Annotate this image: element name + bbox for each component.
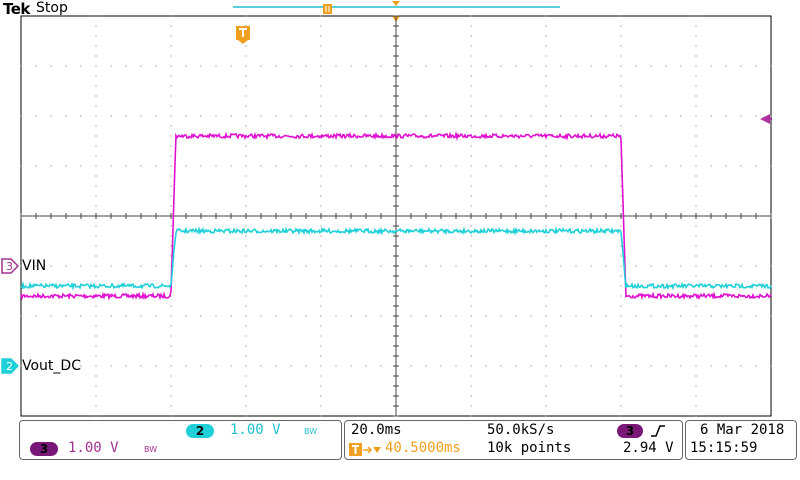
ch3-ground-marker[interactable]: 3 (1, 258, 20, 278)
sample-rate: 50.0kS/s (487, 422, 555, 438)
acquisition-status: Stop (36, 0, 68, 16)
horizontal-scale: 20.0ms (351, 422, 402, 438)
channel-scale-panel[interactable]: 2 1.00 V BW 3 1.00 V BW (19, 420, 342, 460)
rising-edge-icon (650, 423, 666, 442)
datetime-panel[interactable]: 6 Mar 2018 15:15:59 (685, 420, 797, 460)
ch2-ground-marker[interactable]: 2 (1, 358, 20, 378)
view-position-icon (323, 4, 332, 14)
ch2-scale: 1.00 V (230, 422, 281, 438)
brand-logo: Tek (3, 0, 30, 18)
waveform-traces (20, 131, 772, 301)
ch3-badge: 3 (30, 442, 58, 456)
ch3-waveform (20, 131, 772, 301)
svg-text:2: 2 (6, 360, 13, 373)
time: 15:15:59 (690, 440, 758, 456)
ch2-badge: 2 (186, 424, 214, 438)
trigger-source-badge: 3 (617, 424, 643, 438)
trigger-delay-value: 40.5000ms (385, 440, 461, 456)
ch3-label: VIN (22, 258, 47, 274)
record-length: 10k points (487, 440, 572, 456)
trigger-position-icon (392, 1, 400, 6)
ch2-waveform (20, 226, 772, 291)
svg-text:3: 3 (6, 260, 13, 273)
ch3-bandwidth-limit-icon: BW (144, 445, 158, 454)
graticule (20, 15, 772, 417)
ch2-label: Vout_DC (22, 358, 81, 374)
timebase-panel[interactable]: 20.0ms 50.0kS/s 40.5000ms 10k points 3 2… (344, 420, 683, 460)
trigger-level-icon (760, 114, 770, 124)
trigger-level: 2.94 V (623, 440, 674, 456)
trigger-delay-icon (349, 442, 383, 462)
ch3-scale: 1.00 V (68, 440, 119, 456)
trigger-point-icon (236, 26, 250, 44)
ch2-bandwidth-limit-icon: BW (304, 427, 318, 436)
date: 6 Mar 2018 (700, 422, 785, 438)
